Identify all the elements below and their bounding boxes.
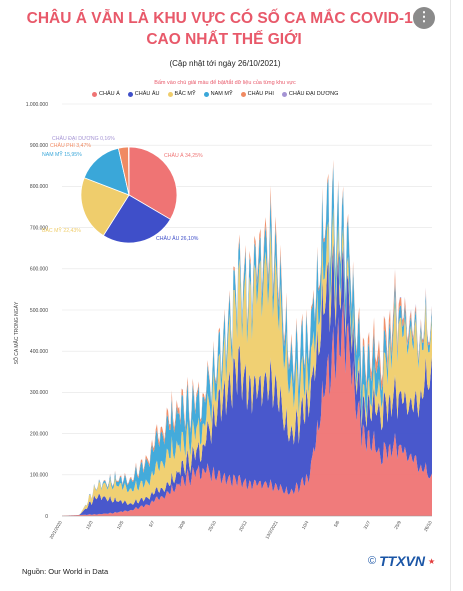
legend-item[interactable]: CHÂU PHI	[240, 91, 274, 97]
source-note: Nguồn: Our World in Data	[22, 567, 109, 576]
copyright-symbol: ©	[368, 555, 377, 567]
y-tick-label: 300.000	[30, 390, 48, 396]
x-tick-label: 5/6	[333, 520, 341, 528]
y-tick-label: 1.000.000	[26, 102, 48, 108]
pie-label: BẮC MỸ 22,43%	[42, 226, 81, 234]
y-tick-label: 600.000	[30, 267, 48, 273]
x-tick-label: 5/7	[148, 520, 156, 528]
legend-item[interactable]: CHÂU ÂU	[127, 91, 160, 97]
y-tick-label: 800.000	[30, 184, 48, 190]
pie-label: CHÂU ĐẠI DƯƠNG 0,16%	[52, 135, 115, 142]
legend-label: CHÂU PHI	[247, 91, 274, 97]
legend-item[interactable]: CHÂU Á	[92, 91, 120, 97]
x-tick-label: 26/10	[423, 520, 433, 533]
y-tick-label: 100.000	[30, 473, 48, 479]
star-icon: ★	[428, 556, 436, 566]
y-tick-label: 400.000	[30, 349, 48, 355]
pie-slice	[83, 147, 130, 196]
chart-legend: CHÂU Á CHÂU ÂU BẮC MỸ NAM MỸ CHÂU PHI CHÂU ĐẠ…	[92, 91, 338, 97]
legend-item[interactable]: BẮC MỸ	[167, 91, 196, 97]
y-tick-label: 700.000	[30, 225, 48, 231]
x-tick-label: 25/10	[207, 520, 217, 533]
pie-slice	[102, 194, 171, 244]
pie-slice	[128, 146, 178, 220]
legend-swatch	[240, 91, 246, 97]
title-line-1: CHÂU Á VẪN LÀ KHU VỰC CÓ SỐ CA MẮC COVID…	[26, 10, 422, 27]
y-tick-label: 0	[45, 514, 48, 520]
legend-swatch	[127, 91, 133, 97]
legend-label: CHÂU Á	[99, 91, 120, 97]
logo-text: TTXVN	[379, 553, 425, 569]
legend-label: BẮC MỸ	[174, 91, 196, 97]
legend-swatch	[167, 91, 173, 97]
x-tick-label: 20/12	[238, 520, 248, 533]
x-tick-label: 31/7	[362, 520, 371, 531]
pie-label: CHÂU ÂU 26,10%	[156, 235, 199, 242]
pie-label: CHÂU PHI 3,47%	[50, 142, 91, 149]
x-tick-label: 10/5	[116, 520, 125, 531]
x-tick-label: 30/8	[177, 520, 186, 531]
legend-label: NAM MỸ	[210, 91, 233, 97]
pie-label: NAM MỸ 15,95%	[42, 151, 82, 158]
area-series	[62, 301, 432, 516]
legend-hint: Bấm vào chú giải màu để bật/tắt dữ liệu …	[154, 80, 296, 86]
y-tick-label: 500.000	[30, 308, 48, 314]
legend-item[interactable]: CHÂU ĐẠI DƯƠNG	[281, 91, 339, 97]
legend-label: CHÂU ÂU	[134, 91, 160, 97]
legend-item[interactable]: NAM MỸ	[203, 91, 233, 97]
infographic-title: CHÂU Á VẪN LÀ KHU VỰC CÓ SỐ CA MẮC COVID…	[8, 8, 440, 50]
ttxvn-logo: © TTXVN ★	[368, 553, 435, 569]
x-tick-label: 25/9	[393, 520, 402, 531]
y-tick-label: 200.000	[30, 431, 48, 437]
more-vertical-icon[interactable]: ⋮	[413, 7, 435, 29]
area-series	[62, 163, 432, 516]
legend-swatch	[203, 91, 209, 97]
pie-label: CHÂU Á 34,25%	[164, 152, 203, 159]
x-tick-label: 20/1/2020	[49, 520, 64, 540]
area-series	[62, 241, 432, 516]
legend-swatch	[92, 91, 97, 97]
x-tick-label: 13/2/2021	[264, 520, 279, 540]
pie-slice	[80, 177, 130, 237]
x-tick-label: 15/3	[85, 520, 94, 531]
area-series	[62, 207, 432, 516]
legend-label: CHÂU ĐẠI DƯƠNG	[288, 91, 339, 97]
x-tick-label: 10/4	[301, 520, 310, 531]
update-date: (Cập nhật tới ngày 26/10/2021)	[169, 59, 281, 68]
y-tick-label: 900.000	[30, 143, 48, 149]
infographic-panel: CHÂU Á VẪN LÀ KHU VỰC CÓ SỐ CA MẮC COVID…	[8, 0, 451, 591]
title-line-2: CAO NHẤT THẾ GIỚI	[146, 31, 302, 48]
legend-swatch	[281, 91, 287, 97]
covid-chart: 0 100.000 200.000 300.000 400.000 500.000 600.…	[26, 102, 433, 540]
